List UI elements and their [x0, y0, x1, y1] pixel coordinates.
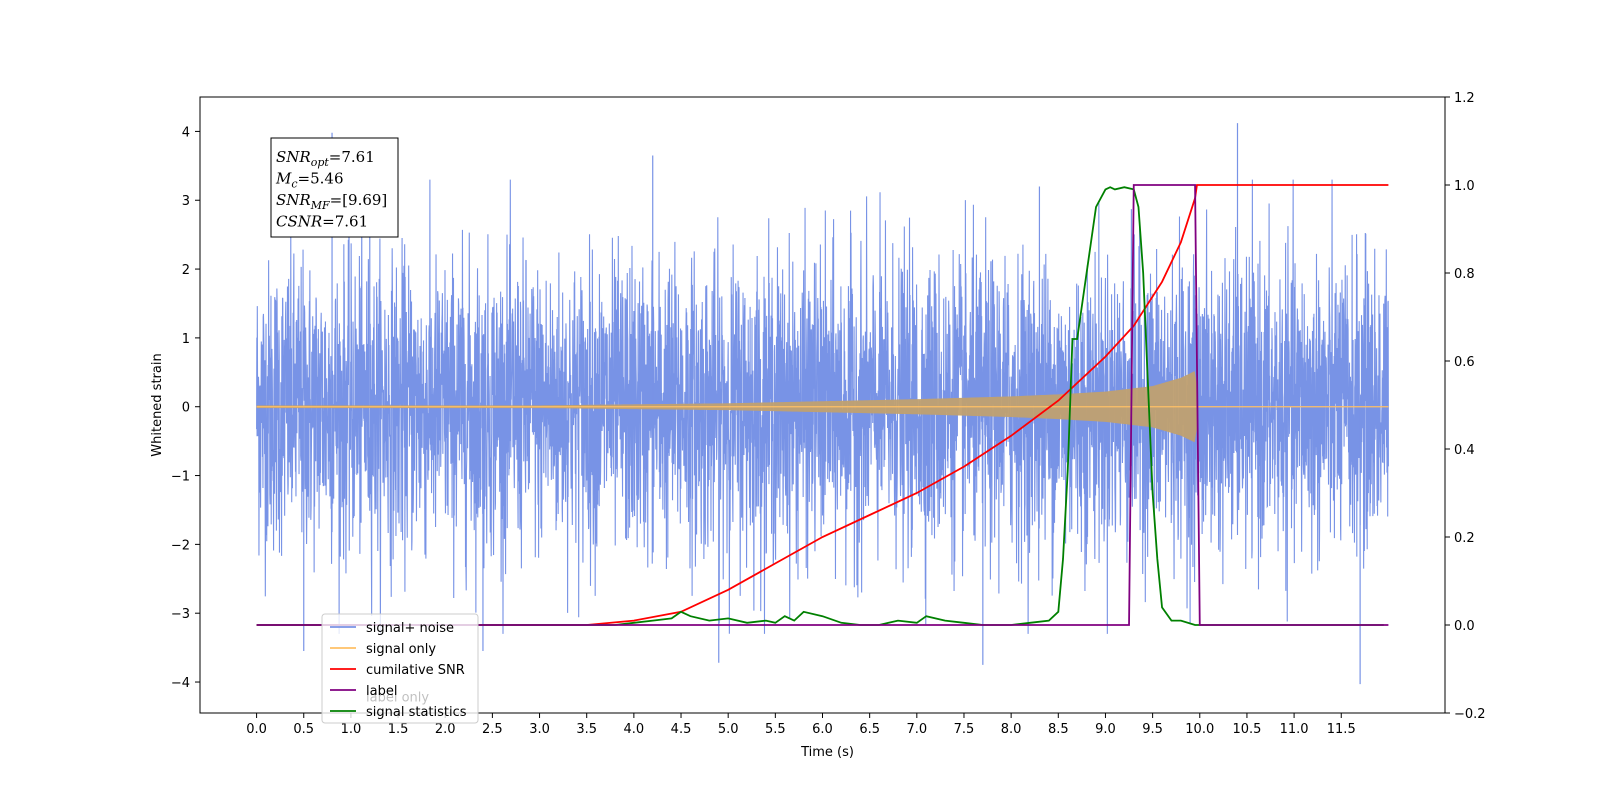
y-left-tick-label: −1: [171, 470, 190, 485]
x-tick-label: 8.0: [1001, 722, 1022, 737]
x-tick-label: 8.5: [1048, 722, 1069, 737]
y-axis-label: Whitened strain: [150, 353, 165, 456]
x-tick-label: 11.0: [1280, 722, 1309, 737]
y-right-tick-label: 0.4: [1454, 443, 1475, 458]
y-left-tick-label: 0: [182, 401, 190, 416]
y-right-tick-label: 1.0: [1454, 179, 1475, 194]
x-tick-label: 7.0: [906, 722, 927, 737]
x-tick-label: 9.5: [1142, 722, 1163, 737]
x-tick-label: 0.5: [293, 722, 314, 737]
x-tick-label: 1.0: [341, 722, 362, 737]
x-tick-label: 4.5: [671, 722, 692, 737]
x-tick-label: 6.5: [859, 722, 880, 737]
y-right-tick-label: −0.2: [1454, 707, 1486, 722]
legend-label: label: [366, 684, 397, 699]
y-left-tick-label: 2: [182, 263, 190, 278]
y-right-tick-label: 1.2: [1454, 91, 1475, 106]
y-right-tick-label: 0.6: [1454, 355, 1475, 370]
y-left-tick-label: 3: [182, 194, 190, 209]
x-tick-label: 9.0: [1095, 722, 1116, 737]
x-tick-label: 7.5: [954, 722, 975, 737]
stats-line: Mc=5.46: [275, 170, 344, 191]
x-tick-label: 3.0: [529, 722, 550, 737]
x-tick-label: 1.5: [388, 722, 409, 737]
x-tick-label: 3.5: [576, 722, 597, 737]
legend-label: cumilative SNR: [366, 663, 465, 678]
y-left-tick-label: −4: [171, 676, 190, 691]
y-right-tick-label: 0.2: [1454, 531, 1475, 546]
x-tick-label: 10.5: [1232, 722, 1261, 737]
y-right-tick-label: 0.8: [1454, 267, 1475, 282]
x-tick-label: 2.0: [435, 722, 456, 737]
x-tick-label: 4.0: [624, 722, 645, 737]
x-axis-label: Time (s): [800, 745, 854, 760]
stats-box: [270, 137, 399, 238]
legend-label: signal+ noise: [366, 621, 454, 636]
x-tick-label: 11.5: [1327, 722, 1356, 737]
plot-area: 0.0 0.5 1.0 1.5 2.0 2.5 3.0 3.5 4.0 4.5 5.0 5.5 6.0 6…: [150, 91, 1486, 760]
series-signal-noise-line: [256, 179, 1389, 634]
legend-label: signal statistics: [366, 705, 467, 720]
y-left-tick-label: −2: [171, 538, 190, 553]
legend-label-hidden: label only: [366, 690, 429, 705]
stats-line: SNRopt=7.61: [276, 148, 375, 169]
y-left-tick-label: 1: [182, 332, 190, 347]
x-tick-label: 5.0: [718, 722, 739, 737]
stats-line: CSNR=7.61: [276, 213, 368, 231]
series-group: [256, 123, 1389, 685]
stats-line: SNRMF=[9.69]: [276, 191, 387, 212]
y-right-tick-label: 0.0: [1454, 619, 1475, 634]
y-left-tick-label: −3: [171, 607, 190, 622]
legend-label: signal only: [366, 642, 436, 657]
y-left-tick-label: 4: [182, 125, 190, 140]
x-tick-label: 10.0: [1185, 722, 1214, 737]
x-tick-label: 0.0: [246, 722, 267, 737]
x-tick-label: 2.5: [482, 722, 503, 737]
x-tick-label: 5.5: [765, 722, 786, 737]
legend-box: [321, 613, 479, 724]
legend: signal+ noise signal only cumilative SNR la…: [321, 613, 479, 724]
series-label-line: [256, 184, 1389, 626]
x-tick-label: 6.0: [812, 722, 833, 737]
